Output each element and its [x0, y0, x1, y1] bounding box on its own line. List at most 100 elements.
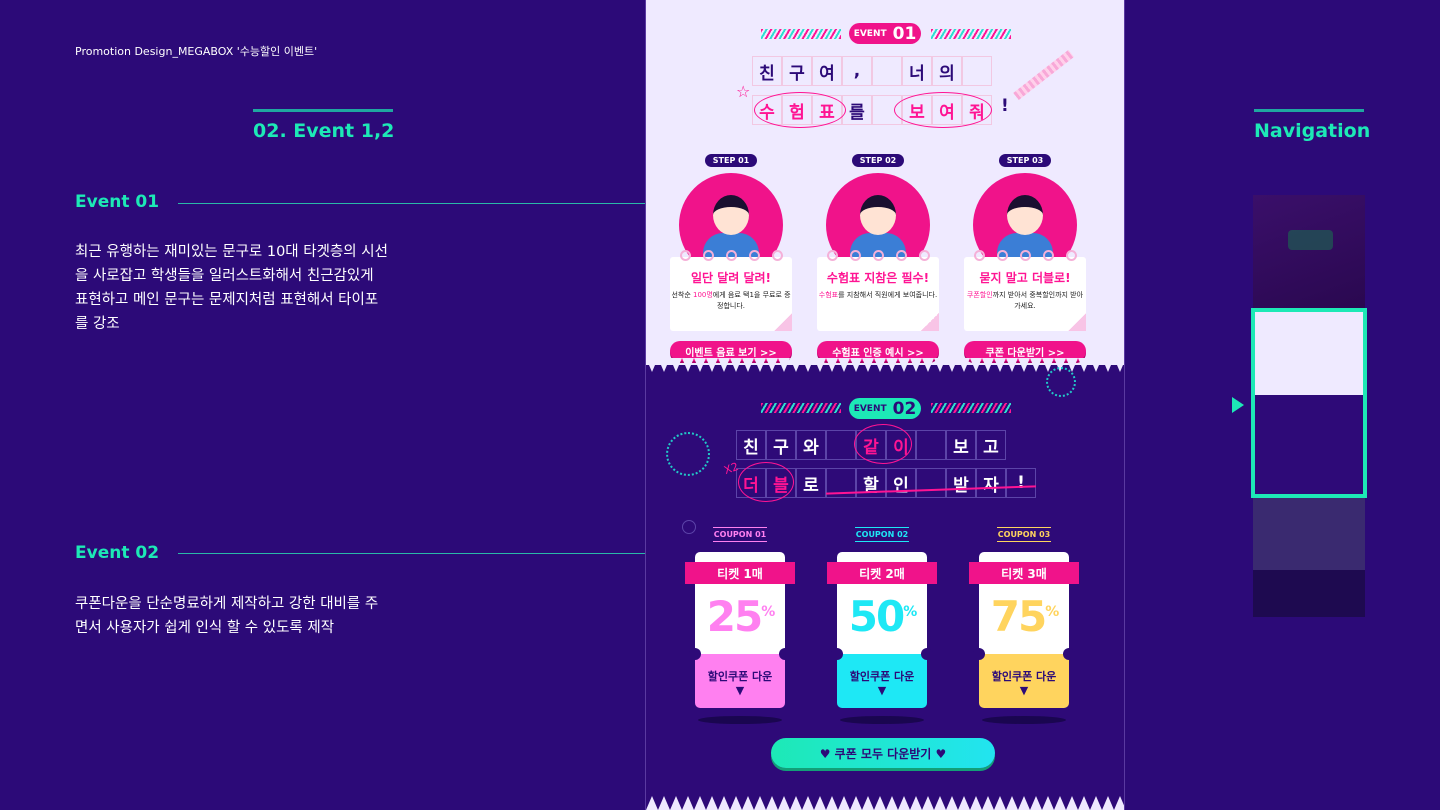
step-note: 수험표 지참은 필수! 수험표를 지참해서 직원에게 보여줍니다. — [817, 250, 939, 331]
step-description: 선착순 100명에게 음료 택1을 무료로 증정합니다. — [670, 290, 792, 312]
step-button[interactable]: 이벤트 음료 보기 >> — [670, 341, 792, 361]
step-note: 일단 달려 달려! 선착순 100명에게 음료 택1을 무료로 증정합니다. — [670, 250, 792, 331]
event01-description: 최근 유행하는 재미있는 문구로 10대 타겟층의 시선 을 사로잡고 학생들을… — [75, 240, 388, 336]
page-thumbnail[interactable] — [1253, 195, 1365, 617]
step-card: STEP 03 묻지 말고 더블로! 쿠폰할인까지 받아서 중복할인까지 받아가… — [960, 148, 1090, 361]
circle-mark — [738, 462, 794, 502]
coupon-card: COUPON 01 할인쿠폰 다운 ▼ 티켓 1매 25% — [685, 522, 795, 724]
headline-cell: 너 — [902, 56, 932, 86]
decor-circle — [682, 520, 696, 534]
coupon-shadow — [982, 716, 1066, 724]
ticket-count: 티켓 3매 — [969, 562, 1079, 584]
section-title: 02. Event 1,2 — [253, 120, 395, 142]
coupon-label: COUPON 03 — [996, 527, 1052, 542]
circle-mark — [854, 424, 912, 464]
desc-line: 표현하고 메인 문구는 문제지처럼 표현해서 타이포 — [75, 292, 379, 308]
headline-cell — [872, 56, 902, 86]
step-button[interactable]: 쿠폰 다운받기 >> — [964, 341, 1086, 361]
page-fold — [1068, 313, 1086, 331]
face — [713, 195, 749, 235]
step-description: 쿠폰할인까지 받아서 중복할인까지 받아가세요. — [964, 290, 1086, 312]
coupon-ticket[interactable]: 할인쿠폰 다운 ▼ 티켓 2매 50% — [827, 552, 937, 708]
thumb-event02 — [1253, 395, 1365, 495]
coupon-label: COUPON 02 — [854, 527, 910, 542]
caption: Promotion Design_MEGABOX '수능할인 이벤트' — [75, 45, 318, 58]
download-all-coupons-button[interactable]: ♥ 쿠폰 모두 다운받기 ♥ — [771, 738, 995, 768]
event02-heading: Event 02 — [75, 543, 160, 563]
headline-cell: 고 — [976, 430, 1006, 460]
step-card: STEP 01 일단 달려 달려! 선착순 100명에게 음료 택1을 무료로 … — [666, 148, 796, 361]
headline-cell: 로 — [796, 468, 826, 498]
coupon-shadow — [840, 716, 924, 724]
coupon-ticket[interactable]: 할인쿠폰 다운 ▼ 티켓 1매 25% — [685, 552, 795, 708]
page-fold — [921, 313, 939, 331]
headline-cell: 인 — [886, 468, 916, 498]
percent-value: 75 — [990, 592, 1047, 641]
thumb-highlight — [1251, 308, 1367, 498]
connector-line — [178, 553, 678, 554]
step-title: 수험표 지참은 필수! — [826, 271, 930, 285]
coupon-download-button[interactable]: 할인쿠폰 다운 ▼ — [695, 654, 785, 708]
exclaim: ! — [1001, 96, 1009, 116]
zigzag-divider — [646, 796, 1124, 810]
decor-circle — [666, 432, 710, 476]
desc-highlight: 100명 — [692, 291, 713, 299]
desc-line: 면서 사용자가 쉽게 인식 할 수 있도록 제작 — [75, 620, 335, 636]
coupon-download-button[interactable]: 할인쿠폰 다운 ▼ — [837, 654, 927, 708]
badge-number: 02 — [892, 398, 917, 419]
discount-percent: 25% — [695, 592, 785, 641]
circle-mark — [754, 92, 846, 128]
thumb-logo — [1288, 230, 1333, 250]
badge-number: 01 — [892, 23, 917, 44]
headline-cell: 할 — [856, 468, 886, 498]
ring-binding — [680, 250, 783, 261]
discount-percent: 75% — [979, 592, 1069, 641]
connector-line — [178, 203, 678, 204]
coupon-download-button[interactable]: 할인쿠폰 다운 ▼ — [979, 654, 1069, 708]
down-arrow-icon: ▼ — [877, 684, 887, 697]
coupon-ticket[interactable]: 할인쿠폰 다운 ▼ 티켓 3매 75% — [969, 552, 1079, 708]
event01-badge: EVENT 01 — [849, 23, 921, 44]
decor-stripes — [931, 29, 1011, 39]
step-card: STEP 02 수험표 지참은 필수! 수험표를 지참해서 직원에게 보여줍니다… — [813, 148, 943, 361]
step-title: 묻지 말고 더블로! — [979, 271, 1071, 285]
headline-cell: 친 — [752, 56, 782, 86]
step-note: 묻지 말고 더블로! 쿠폰할인까지 받아서 중복할인까지 받아가세요. — [964, 250, 1086, 331]
step-button[interactable]: 수험표 인증 예시 >> — [817, 341, 939, 361]
percent-unit: % — [761, 604, 775, 620]
headline-cell — [916, 430, 946, 460]
down-arrow-icon: ▼ — [735, 684, 745, 697]
navigation-title: Navigation — [1254, 120, 1371, 142]
step-label: STEP 03 — [998, 154, 1052, 167]
desc-highlight: 쿠폰할인 — [966, 291, 993, 299]
event02-description: 쿠폰다운을 단순명료하게 제작하고 강한 대비를 주 면서 사용자가 쉽게 인식… — [75, 592, 378, 640]
down-arrow-icon: ▼ — [1019, 684, 1029, 697]
page-fold — [774, 313, 792, 331]
desc-line: 를 강조 — [75, 316, 120, 332]
desc-post: 를 지참해서 직원에게 보여줍니다. — [838, 291, 938, 299]
pencil-icon — [1013, 49, 1074, 101]
section-bar — [253, 109, 393, 112]
decor-stripes — [931, 403, 1011, 413]
step-title: 일단 달려 달려! — [690, 271, 772, 285]
headline-cell: 받 — [946, 468, 976, 498]
coupon-button-label: 할인쿠폰 다운 — [849, 670, 915, 683]
nav-bar — [1254, 109, 1364, 112]
headline-cell: 자 — [976, 468, 1006, 498]
percent-unit: % — [903, 604, 917, 620]
percent-value: 50 — [848, 592, 905, 641]
headline-cell: 구 — [782, 56, 812, 86]
face — [1007, 195, 1043, 235]
zigzag-divider — [646, 358, 1124, 372]
decor-stripes — [761, 29, 841, 39]
thumb-hero — [1253, 195, 1365, 308]
headline-cell: 여 — [812, 56, 842, 86]
headline-cell — [826, 468, 856, 498]
coupon-button-label: 할인쿠폰 다운 — [707, 670, 773, 683]
headline-cell: 구 — [766, 430, 796, 460]
headline-cell — [826, 430, 856, 460]
step-label: STEP 01 — [704, 154, 758, 167]
coupon-shadow — [698, 716, 782, 724]
